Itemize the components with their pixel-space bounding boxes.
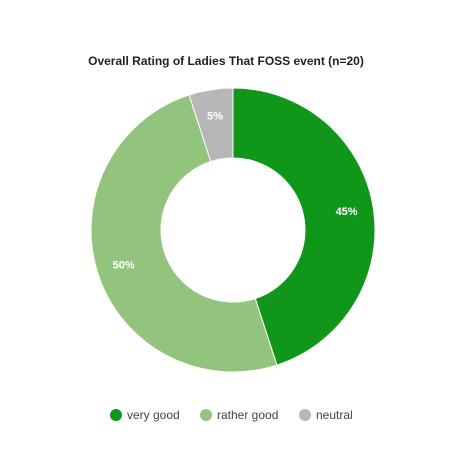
legend-label: very good bbox=[127, 408, 180, 422]
slice bbox=[90, 94, 278, 373]
legend-swatch bbox=[110, 409, 122, 421]
legend-swatch bbox=[200, 409, 212, 421]
chart-title: Overall Rating of Ladies That FOSS event… bbox=[88, 54, 364, 68]
legend-label: neutral bbox=[316, 408, 353, 422]
value-label: 5% bbox=[207, 110, 223, 122]
slice bbox=[232, 87, 376, 366]
value-label: 45% bbox=[336, 206, 358, 218]
value-label: 50% bbox=[113, 259, 135, 271]
slice bbox=[188, 87, 234, 163]
legend-swatch bbox=[299, 409, 311, 421]
legend-label: rather good bbox=[217, 408, 278, 422]
